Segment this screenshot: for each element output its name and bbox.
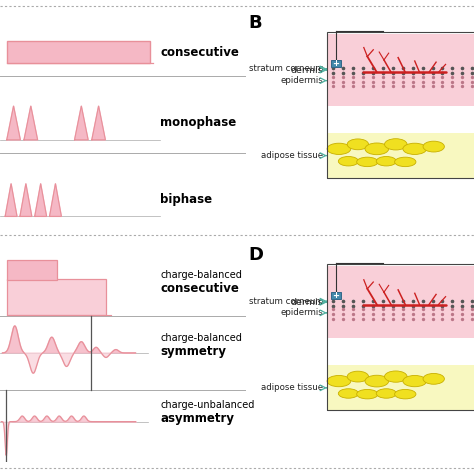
Bar xyxy=(327,64,474,77)
Text: +: + xyxy=(332,291,339,300)
Ellipse shape xyxy=(384,371,407,382)
Text: D: D xyxy=(249,246,264,264)
Text: symmetry: symmetry xyxy=(160,346,226,358)
Bar xyxy=(327,34,474,106)
Text: charge-balanced: charge-balanced xyxy=(160,333,242,343)
Bar xyxy=(327,32,474,178)
Text: dermis: dermis xyxy=(291,65,323,74)
Bar xyxy=(327,365,474,410)
Text: stratum corneum: stratum corneum xyxy=(249,297,323,306)
Bar xyxy=(327,133,474,178)
Ellipse shape xyxy=(403,375,427,387)
Text: consecutive: consecutive xyxy=(160,46,239,58)
Bar xyxy=(327,264,474,410)
Ellipse shape xyxy=(423,141,445,152)
Text: asymmetry: asymmetry xyxy=(160,412,234,425)
Ellipse shape xyxy=(394,157,416,167)
Polygon shape xyxy=(35,184,46,216)
Bar xyxy=(327,72,474,89)
Bar xyxy=(327,266,474,338)
Text: adipose tissue: adipose tissue xyxy=(261,151,323,160)
Ellipse shape xyxy=(338,389,358,398)
Text: biphase: biphase xyxy=(160,193,212,206)
Polygon shape xyxy=(92,106,105,140)
Text: epidermis: epidermis xyxy=(281,309,323,318)
Ellipse shape xyxy=(423,374,445,384)
Ellipse shape xyxy=(356,157,378,167)
Ellipse shape xyxy=(403,143,427,155)
Bar xyxy=(327,305,474,321)
Bar xyxy=(8,279,106,315)
Polygon shape xyxy=(74,106,88,140)
Bar xyxy=(8,41,150,64)
Text: +: + xyxy=(332,59,339,68)
Text: stratum corneum: stratum corneum xyxy=(249,64,323,73)
Polygon shape xyxy=(50,184,61,216)
Polygon shape xyxy=(7,106,20,140)
Text: B: B xyxy=(249,14,263,32)
Bar xyxy=(331,60,341,67)
Text: dermis: dermis xyxy=(291,298,323,307)
Bar xyxy=(327,297,474,309)
Polygon shape xyxy=(20,184,32,216)
Text: monophase: monophase xyxy=(160,117,237,129)
Ellipse shape xyxy=(365,375,389,387)
Text: charge-unbalanced: charge-unbalanced xyxy=(160,400,255,410)
Ellipse shape xyxy=(338,156,358,166)
Ellipse shape xyxy=(327,375,351,387)
Text: adipose tissue: adipose tissue xyxy=(261,383,323,392)
Ellipse shape xyxy=(376,389,396,398)
Ellipse shape xyxy=(384,139,407,150)
Polygon shape xyxy=(5,184,17,216)
Bar xyxy=(331,292,341,299)
Ellipse shape xyxy=(356,390,378,399)
Text: charge-balanced: charge-balanced xyxy=(160,270,242,280)
Polygon shape xyxy=(24,106,37,140)
Ellipse shape xyxy=(376,156,396,166)
Ellipse shape xyxy=(365,143,389,155)
Text: epidermis: epidermis xyxy=(281,76,323,85)
Ellipse shape xyxy=(394,390,416,399)
Text: consecutive: consecutive xyxy=(160,283,239,295)
Ellipse shape xyxy=(327,143,351,155)
Ellipse shape xyxy=(347,139,369,150)
Ellipse shape xyxy=(347,371,369,382)
Bar xyxy=(8,260,57,280)
